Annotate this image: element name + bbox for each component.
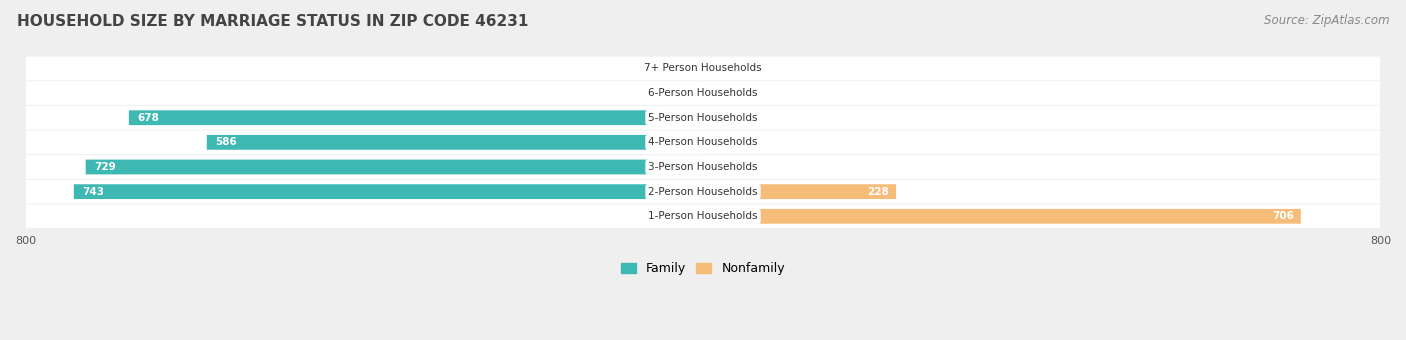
- Text: 2-Person Households: 2-Person Households: [648, 187, 758, 197]
- Text: 586: 586: [215, 137, 238, 147]
- FancyBboxPatch shape: [25, 81, 1381, 105]
- Text: 7+ Person Households: 7+ Person Households: [644, 64, 762, 73]
- Text: 0: 0: [711, 137, 718, 147]
- Text: 1-Person Households: 1-Person Households: [648, 211, 758, 221]
- Text: 3-Person Households: 3-Person Households: [648, 162, 758, 172]
- FancyBboxPatch shape: [703, 159, 713, 174]
- FancyBboxPatch shape: [25, 56, 1381, 80]
- FancyBboxPatch shape: [702, 86, 703, 100]
- Text: 30: 30: [741, 113, 754, 123]
- Text: 4-Person Households: 4-Person Households: [648, 137, 758, 147]
- Text: 6-Person Households: 6-Person Households: [648, 88, 758, 98]
- Text: HOUSEHOLD SIZE BY MARRIAGE STATUS IN ZIP CODE 46231: HOUSEHOLD SIZE BY MARRIAGE STATUS IN ZIP…: [17, 14, 529, 29]
- Text: 729: 729: [94, 162, 115, 172]
- Text: 0: 0: [688, 64, 695, 73]
- Text: 228: 228: [868, 187, 890, 197]
- FancyBboxPatch shape: [25, 204, 1381, 228]
- FancyBboxPatch shape: [25, 155, 1381, 179]
- FancyBboxPatch shape: [86, 159, 703, 174]
- Text: 0: 0: [711, 88, 718, 98]
- Text: Source: ZipAtlas.com: Source: ZipAtlas.com: [1264, 14, 1389, 27]
- FancyBboxPatch shape: [703, 110, 728, 125]
- FancyBboxPatch shape: [129, 110, 703, 125]
- FancyBboxPatch shape: [703, 184, 896, 199]
- FancyBboxPatch shape: [703, 209, 1301, 224]
- Text: 12: 12: [725, 162, 738, 172]
- Text: 743: 743: [83, 187, 104, 197]
- Text: 0: 0: [688, 211, 695, 221]
- Text: 0: 0: [711, 64, 718, 73]
- FancyBboxPatch shape: [25, 180, 1381, 203]
- Text: 2: 2: [710, 88, 717, 98]
- Text: 5-Person Households: 5-Person Households: [648, 113, 758, 123]
- FancyBboxPatch shape: [75, 184, 703, 199]
- Text: 678: 678: [138, 113, 159, 123]
- FancyBboxPatch shape: [207, 135, 703, 150]
- FancyBboxPatch shape: [25, 131, 1381, 154]
- FancyBboxPatch shape: [25, 106, 1381, 130]
- Text: 706: 706: [1272, 211, 1294, 221]
- Legend: Family, Nonfamily: Family, Nonfamily: [616, 257, 790, 280]
